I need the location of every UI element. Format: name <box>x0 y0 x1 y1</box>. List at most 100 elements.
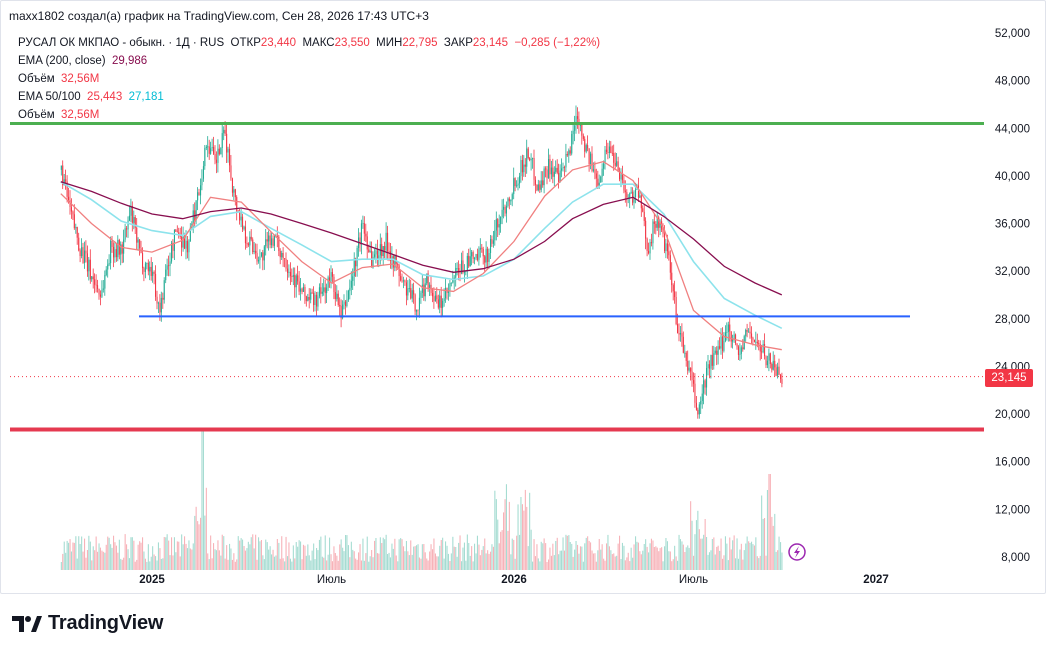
candle-body <box>458 268 460 272</box>
volume-bar <box>276 539 278 570</box>
volume-bar <box>260 540 262 570</box>
volume-bar <box>722 558 724 570</box>
volume-bar <box>733 535 735 570</box>
candle-body <box>340 306 342 319</box>
volume-bar <box>142 537 144 570</box>
volume-bar <box>140 542 142 570</box>
volume-bar <box>490 551 492 570</box>
candle-body <box>408 288 410 289</box>
volume-bar <box>115 545 117 570</box>
candle-body <box>463 271 465 273</box>
legend-ema50-100-row[interactable]: EMA 50/100 25,443 27,181 <box>18 88 600 106</box>
volume-bar <box>237 536 239 570</box>
volume-bar <box>659 548 661 570</box>
volume-bar <box>542 543 544 570</box>
candle-body <box>305 296 307 301</box>
candle-body <box>739 353 741 355</box>
volume-bar <box>604 560 606 570</box>
volume-bar <box>308 555 310 570</box>
candle-body <box>765 356 767 366</box>
candle-body <box>617 161 619 172</box>
volume-bar <box>449 561 451 570</box>
candle-body <box>592 169 594 171</box>
candle-body <box>356 248 358 267</box>
volume-bar <box>246 548 248 570</box>
volume-bar <box>488 553 490 570</box>
candle-body <box>226 133 228 153</box>
tradingview-logo[interactable]: TradingView <box>12 612 163 635</box>
chart-legend: РУСАЛ ОК МКПАО - обыкн. · 1Д · RUS ОТКР2… <box>18 34 600 124</box>
y-axis-tick-label: 16,000 <box>995 457 1030 469</box>
volume-bar <box>536 544 538 570</box>
volume-bar <box>68 542 70 570</box>
volume-bar <box>97 551 99 570</box>
candle-body <box>285 259 287 269</box>
volume-bar <box>764 518 766 570</box>
candle-body <box>342 304 344 319</box>
chart-frame <box>0 0 1046 594</box>
volume-bar <box>273 556 275 570</box>
candle-body <box>81 247 83 256</box>
candle-body <box>162 297 164 300</box>
volume-bar <box>94 550 96 570</box>
candle-body <box>416 309 418 312</box>
candle-body <box>526 148 528 167</box>
volume-bar <box>86 550 88 570</box>
volume-bar <box>244 550 246 570</box>
candle-body <box>468 255 470 267</box>
candle-body <box>291 276 293 277</box>
volume-bar <box>414 546 416 570</box>
volume-bar <box>600 549 602 570</box>
candle-body <box>204 148 206 167</box>
volume-bar <box>214 549 216 570</box>
candle-body <box>297 275 299 282</box>
volume-bar <box>313 543 315 570</box>
volume-bar <box>445 541 447 570</box>
volume-bar <box>339 544 341 570</box>
candle-body <box>411 290 413 299</box>
candle-body <box>459 272 461 274</box>
candle-body <box>469 256 471 267</box>
candle-body <box>764 344 766 357</box>
candle-body <box>279 251 281 258</box>
volume-bar <box>571 543 573 570</box>
candle-body <box>775 367 777 376</box>
volume-bar <box>62 553 64 570</box>
candle-body <box>192 210 194 224</box>
legend-volume-row-1[interactable]: Объём 32,56M <box>18 70 600 88</box>
candle-body <box>314 294 316 305</box>
candle-body <box>317 296 319 307</box>
chart-caption: maxx1802 создал(а) график на TradingView… <box>9 9 429 23</box>
legend-ema200-row[interactable]: EMA (200, close) 29,986 <box>18 52 600 70</box>
candle-body <box>648 250 650 254</box>
volume-bar <box>735 558 737 570</box>
candle-body <box>172 242 174 251</box>
volume-bar <box>401 539 403 570</box>
candle-body <box>360 223 362 245</box>
volume-bar <box>184 536 186 570</box>
legend-ohlc-row[interactable]: РУСАЛ ОК МКПАО - обыкн. · 1Д · RUS ОТКР2… <box>18 34 600 52</box>
candle-body <box>244 226 246 244</box>
legend-volume-row-2[interactable]: Объём 32,56M <box>18 106 600 124</box>
volume-bar <box>613 553 615 570</box>
volume-bar <box>519 534 521 570</box>
candle-body <box>746 330 748 332</box>
candle-body <box>401 280 403 282</box>
volume-bar <box>178 541 180 570</box>
volume-bar <box>211 558 213 570</box>
volume-bar <box>126 544 128 570</box>
candle-body <box>674 291 676 297</box>
price-chart[interactable]: 52,000 48,000 44,000 40,000 36,000 32,000 28,0… <box>0 0 1048 600</box>
volume-bar <box>157 542 159 570</box>
candle-body <box>118 239 120 255</box>
volume-bar <box>347 545 349 570</box>
candle-body <box>404 280 406 283</box>
candle-body <box>436 295 438 300</box>
candle-body <box>607 152 609 153</box>
volume-bar <box>123 557 125 570</box>
candle-body <box>672 285 674 292</box>
candle-body <box>128 215 130 221</box>
volume-bar <box>295 542 297 570</box>
volume-bar <box>278 542 280 570</box>
volume-bar <box>633 544 635 570</box>
